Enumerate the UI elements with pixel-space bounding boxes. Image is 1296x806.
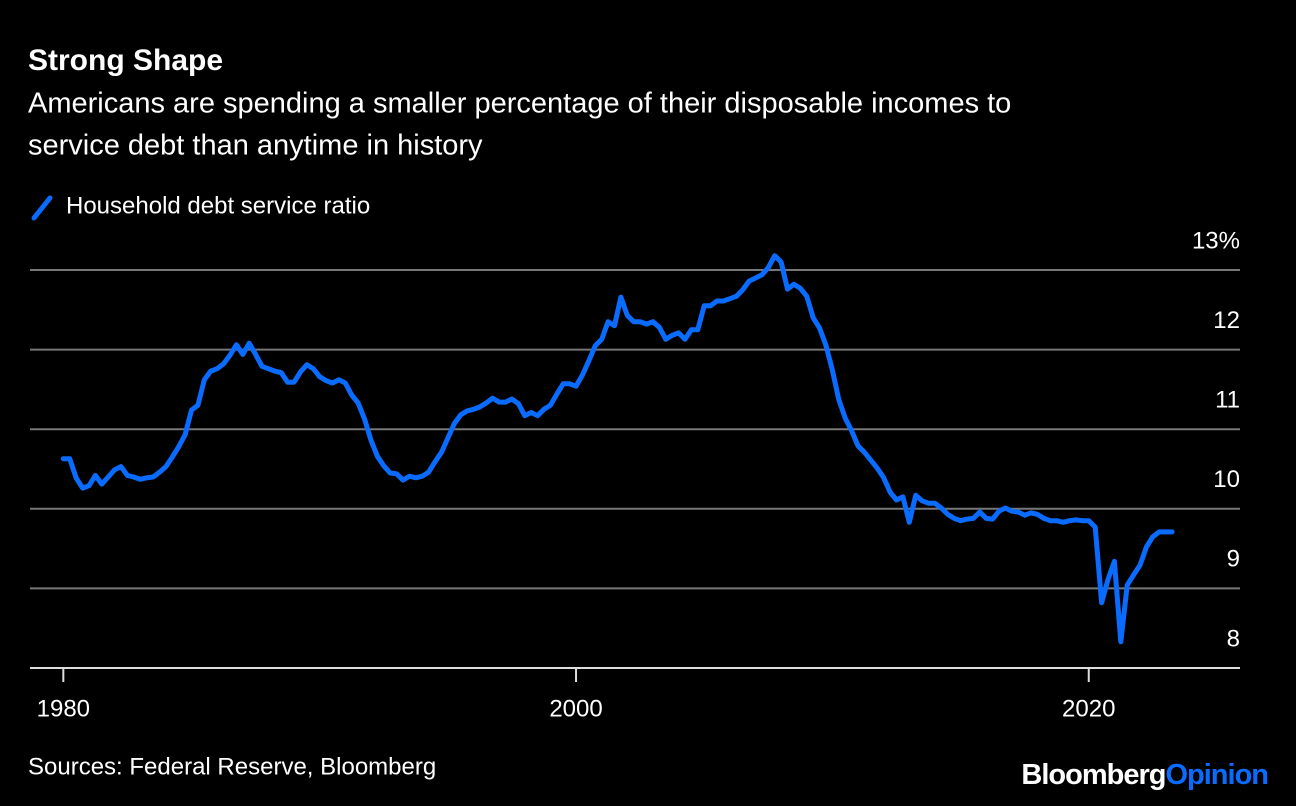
logo-section: Opinion bbox=[1165, 759, 1268, 791]
legend-swatch bbox=[31, 195, 53, 221]
y-tick-label: 13% bbox=[1192, 227, 1240, 254]
y-tick-label: 11 bbox=[1215, 387, 1240, 414]
y-tick-label: 10 bbox=[1213, 466, 1240, 493]
legend-label: Household debt service ratio bbox=[66, 192, 370, 219]
subtitle: service debt than anytime in history bbox=[28, 130, 483, 162]
chart-title: Strong Shape bbox=[28, 44, 223, 77]
y-tick-label: 12 bbox=[1213, 307, 1240, 334]
logo: BloombergOpinion bbox=[1021, 759, 1268, 791]
x-tick-label: 2000 bbox=[549, 695, 602, 722]
logo-brand: Bloomberg bbox=[1021, 759, 1165, 791]
x-tick-label: 1980 bbox=[37, 695, 90, 722]
x-tick-label: 2020 bbox=[1062, 695, 1115, 722]
subtitle: Americans are spending a smaller percent… bbox=[28, 88, 1011, 120]
y-tick-label: 9 bbox=[1227, 546, 1240, 573]
source: Sources: Federal Reserve, Bloomberg bbox=[28, 753, 436, 780]
data-line bbox=[60, 253, 1175, 645]
y-tick-label: 8 bbox=[1227, 625, 1240, 652]
